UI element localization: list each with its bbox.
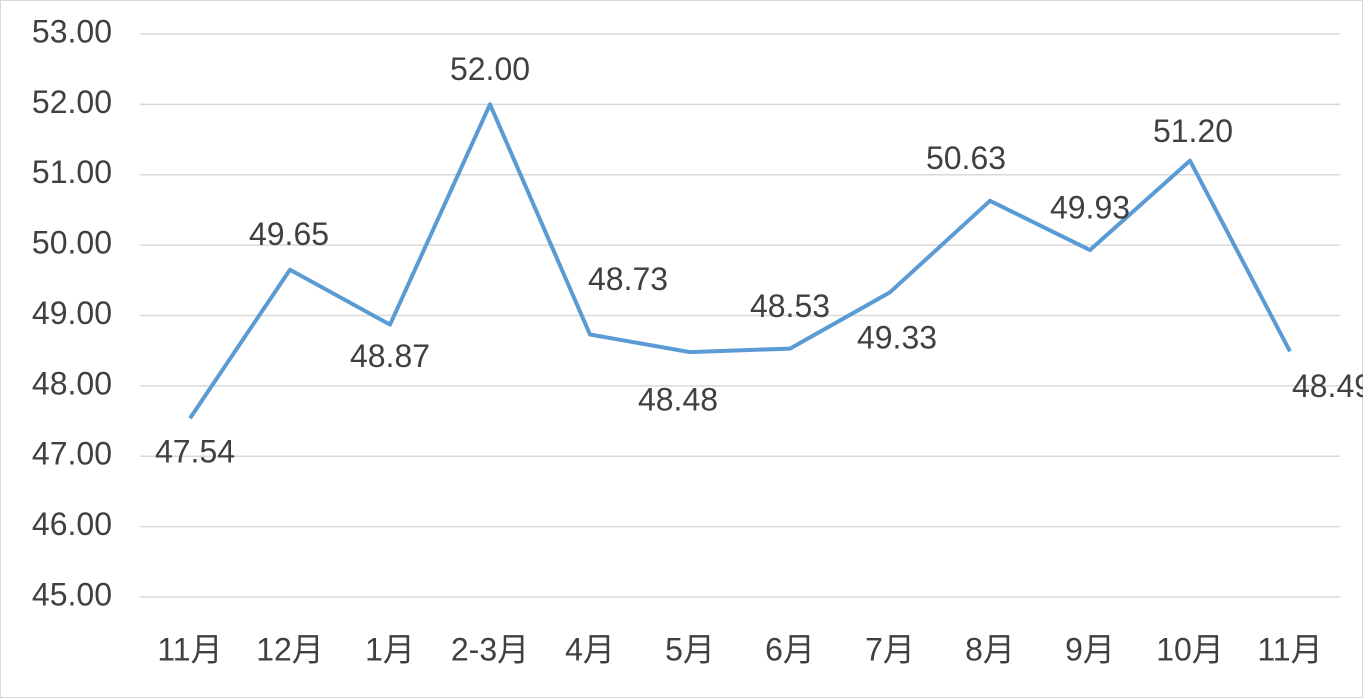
data-label: 48.73 xyxy=(588,261,668,297)
x-tick-label: 11月 xyxy=(157,631,222,667)
x-tick-label: 10月 xyxy=(1156,631,1224,667)
x-tick-label: 5月 xyxy=(665,631,715,667)
y-tick-label: 51.00 xyxy=(32,154,112,190)
data-label: 48.48 xyxy=(638,382,718,418)
line xyxy=(188,102,1292,420)
data-label: 48.87 xyxy=(350,338,430,374)
y-tick-label: 49.00 xyxy=(32,295,112,331)
data-label: 49.93 xyxy=(1050,190,1130,226)
y-tick-label: 53.00 xyxy=(32,13,112,49)
data-label: 48.49 xyxy=(1292,368,1363,404)
y-tick-label: 46.00 xyxy=(32,506,112,542)
data-label: 50.63 xyxy=(926,140,1006,176)
y-tick-label: 45.00 xyxy=(32,576,112,612)
data-label: 51.20 xyxy=(1153,113,1233,149)
x-tick-label: 11月 xyxy=(1257,631,1322,667)
data-label: 48.53 xyxy=(750,288,830,324)
x-tick-label: 6月 xyxy=(765,631,815,667)
x-tick-label: 4月 xyxy=(565,631,615,667)
x-tick-label: 2-3月 xyxy=(451,631,529,667)
x-tick-label: 7月 xyxy=(865,631,915,667)
x-tick-label: 12月 xyxy=(256,631,324,667)
y-tick-label: 50.00 xyxy=(32,225,112,261)
data-label: 49.65 xyxy=(249,216,329,252)
y-tick-label: 52.00 xyxy=(32,84,112,120)
data-label: 52.00 xyxy=(450,51,530,87)
x-tick-label: 8月 xyxy=(965,631,1015,667)
y-tick-label: 47.00 xyxy=(32,436,112,472)
y-tick-label: 48.00 xyxy=(32,365,112,401)
data-label: 49.33 xyxy=(857,320,937,356)
data-label: 47.54 xyxy=(155,434,235,470)
x-tick-label: 9月 xyxy=(1065,631,1115,667)
x-tick-label: 1月 xyxy=(365,631,415,667)
